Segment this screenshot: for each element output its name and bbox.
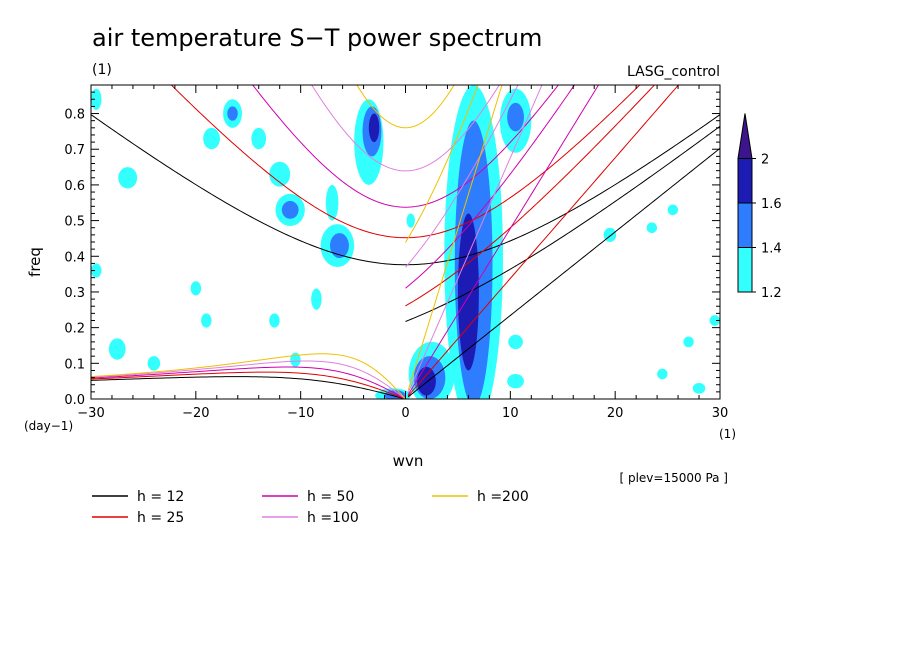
power-region-42: [91, 263, 102, 278]
power-region-27: [147, 356, 161, 371]
legend-label-h12: h = 12: [137, 489, 184, 505]
mixed-rossby-gravity-curve-h100: [405, 85, 519, 268]
mixed-rossby-gravity-curve-h200: [405, 85, 479, 243]
power-region-23: [507, 102, 524, 132]
chart-subtitle-right: LASG_control: [627, 64, 720, 80]
power-region-20: [118, 167, 138, 189]
power-region-34: [667, 204, 679, 216]
chart-subtitle-left: (1): [92, 62, 112, 78]
plev-note: [ plev=15000 Pa ]: [619, 471, 728, 485]
x-axis-label: wvn: [393, 452, 424, 470]
power-region-36: [657, 368, 668, 380]
rossby-curve-h200: [91, 353, 406, 399]
kelvin-curve-h50: [407, 85, 600, 396]
x-tick-label: 0: [401, 406, 409, 421]
y-tick-label: 0.0: [64, 393, 85, 408]
mixed-rossby-gravity-curve-h50: [405, 85, 576, 289]
colorbar-extension-triangle: [737, 113, 753, 159]
colorbar: 1.2 1.4 1.6 2: [737, 113, 782, 301]
x-tick-label: 10: [502, 406, 519, 421]
y-axis-label: freq: [26, 247, 44, 277]
power-region-39: [325, 184, 339, 221]
inertia-gravity-curve-h12: [91, 114, 720, 266]
y-tick-label: 0.4: [64, 250, 85, 265]
y-tick-label: 0.6: [64, 179, 85, 194]
colorbar-segment-2: [737, 202, 753, 248]
power-region-16: [227, 106, 238, 121]
legend-label-h200: h =200: [477, 489, 529, 505]
colorbar-label: 2: [761, 153, 769, 168]
spectral-power-shading: [91, 85, 720, 399]
colorbar-label: 1.2: [761, 286, 782, 301]
dispersion-curves: [91, 85, 720, 399]
colorbar-label: 1.4: [761, 242, 782, 257]
legend: h = 12 h = 25 h = 50 h =100 h =200: [92, 489, 529, 526]
power-region-19: [269, 161, 291, 187]
power-region-18: [251, 127, 267, 150]
kelvin-curve-h25: [407, 85, 680, 397]
y-tick-label: 0.5: [64, 215, 85, 230]
power-region-12: [330, 233, 349, 259]
mixed-rossby-gravity-curve-h25: [405, 85, 656, 307]
x-tick-label: 20: [607, 406, 624, 421]
mixed-rossby-gravity-curve-h12: [405, 125, 720, 322]
power-region-14: [281, 200, 299, 219]
inertia-gravity-curve-h200: [356, 85, 455, 129]
power-region-10: [368, 113, 380, 143]
x-tick-label: 30: [712, 406, 729, 421]
rossby-curve-h25: [91, 371, 406, 399]
power-region-41: [406, 213, 415, 228]
chart-title: air temperature S−T power spectrum: [92, 24, 542, 52]
y-axis-unit: (day−1): [24, 419, 73, 433]
power-region-25: [507, 374, 524, 389]
x-tick-label: −10: [287, 406, 314, 421]
power-region-40: [311, 288, 322, 310]
x-axis: −30 −20 −10 0 10 20 30: [77, 85, 728, 421]
power-region-21: [91, 88, 102, 110]
rossby-curve-h100: [91, 360, 406, 399]
power-region-35: [683, 336, 694, 348]
legend-label-h25: h = 25: [137, 510, 184, 526]
power-region-38: [692, 382, 706, 394]
inertia-gravity-curve-h25: [170, 85, 641, 239]
power-region-37: [709, 315, 720, 326]
colorbar-segment-1: [737, 247, 753, 293]
power-region-28: [201, 313, 212, 328]
power-region-5: [417, 366, 436, 396]
inertia-gravity-curve-h100: [311, 85, 500, 172]
y-tick-label: 0.3: [64, 286, 85, 301]
rossby-curve-h50: [91, 366, 406, 399]
x-tick-label: −20: [182, 406, 209, 421]
kelvin-curve-h100: [407, 85, 543, 394]
colorbar-label: 1.6: [761, 197, 782, 212]
y-axis: 0.0 0.1 0.2 0.3 0.4 0.5 0.6 0.7 0.8: [64, 91, 720, 408]
y-tick-label: 0.7: [64, 143, 85, 158]
kelvin-curve-h200: [407, 85, 503, 391]
power-region-26: [108, 338, 126, 360]
legend-label-h100: h =100: [307, 510, 359, 526]
inertia-gravity-curve-h50: [252, 85, 559, 208]
legend-label-h50: h = 50: [307, 489, 354, 505]
rossby-curve-h12: [91, 376, 406, 399]
x-tick-label: −30: [77, 406, 104, 421]
y-tick-label: 0.1: [64, 357, 85, 372]
kelvin-curve-h12: [407, 147, 720, 398]
power-region-29: [269, 313, 280, 328]
power-region-31: [190, 281, 202, 296]
y-tick-label: 0.2: [64, 322, 85, 337]
power-region-33: [646, 222, 658, 234]
x-axis-unit: (1): [719, 427, 736, 441]
colorbar-segment-3: [737, 158, 753, 204]
power-region-17: [203, 127, 220, 150]
power-region-24: [508, 334, 523, 350]
y-tick-label: 0.8: [64, 108, 85, 123]
